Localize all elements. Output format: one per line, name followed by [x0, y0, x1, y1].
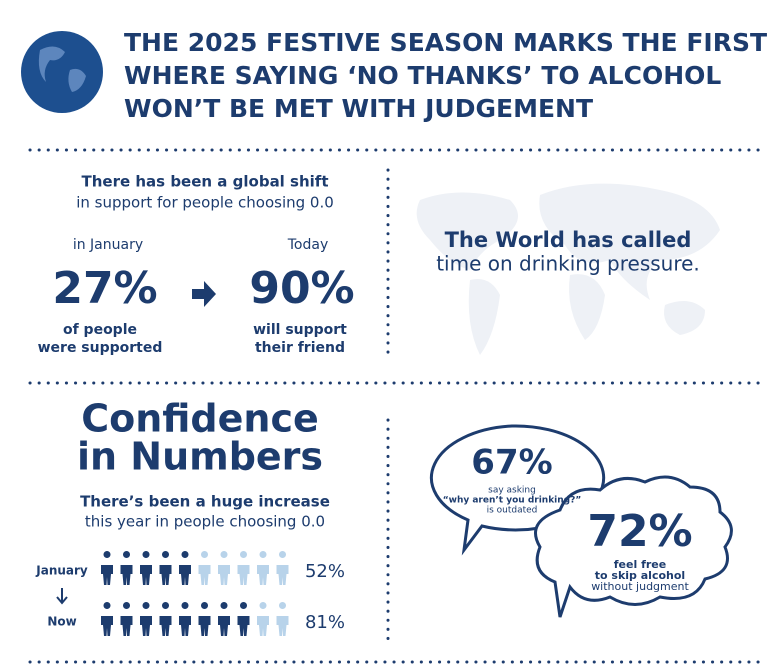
- arrow: [192, 281, 216, 307]
- bubble-text: feel free: [614, 558, 666, 571]
- person-icon: [140, 551, 152, 585]
- title: WHERE SAYING ‘NO THANKS’ TO ALCOHOL: [124, 61, 721, 90]
- title: THE 2025 FESTIVE SEASON MARKS THE FIRST: [124, 28, 767, 57]
- bubble-text: say asking: [488, 486, 536, 496]
- person-icon: [257, 602, 269, 636]
- bubble-text: is outdated: [487, 506, 538, 516]
- world-text: The World has called: [445, 228, 692, 252]
- heading: There has been a global shift: [81, 173, 328, 191]
- person-icon: [159, 602, 172, 636]
- caption: their friend: [255, 340, 345, 356]
- person-icon: [276, 550, 289, 585]
- label: in January: [73, 237, 143, 253]
- title: WON’T BE MET WITH JUDGEMENT: [124, 94, 593, 123]
- person-icon: [101, 551, 113, 585]
- people-icons: [101, 550, 289, 636]
- person-icon: [276, 602, 289, 636]
- section-title: Confidence: [81, 397, 319, 441]
- down-arrow: [56, 588, 68, 605]
- person-icon: [198, 551, 211, 585]
- person-icon: [218, 602, 230, 636]
- person-icon: [179, 551, 191, 585]
- caption: will support: [253, 322, 347, 338]
- person-icon: [218, 550, 230, 585]
- caption: were supported: [38, 340, 163, 356]
- person-icon: [257, 550, 269, 585]
- bubble-text: without judgment: [591, 580, 689, 593]
- person-icon: [237, 551, 250, 585]
- person-icon: [140, 602, 152, 636]
- world-map: [416, 183, 720, 355]
- bubble-text: “why aren’t you drinking?”: [443, 496, 582, 506]
- person-icon: [120, 551, 133, 585]
- row-label: Now: [47, 615, 76, 629]
- row-label: January: [35, 564, 88, 578]
- row-value: 52%: [305, 561, 345, 582]
- person-icon: [198, 602, 211, 636]
- world-text: time on drinking pressure.: [436, 252, 700, 276]
- bubble-stat: 67%: [471, 443, 552, 483]
- label: Today: [287, 237, 329, 253]
- person-icon: [159, 551, 172, 585]
- section-title: in Numbers: [77, 435, 323, 479]
- stat: 27%: [52, 263, 157, 314]
- heading: in support for people choosing 0.0: [76, 194, 334, 212]
- subtitle: There’s been a huge increase: [80, 493, 330, 511]
- stat: 90%: [249, 263, 354, 314]
- row-value: 81%: [305, 612, 345, 633]
- caption: of people: [63, 322, 137, 338]
- bubble-stat: 72%: [587, 506, 692, 557]
- person-icon: [179, 602, 191, 636]
- person-icon: [237, 602, 250, 636]
- bubble-text: to skip alcohol: [595, 569, 685, 582]
- globe: [21, 31, 103, 113]
- person-icon: [120, 602, 133, 636]
- subtitle: this year in people choosing 0.0: [85, 513, 325, 531]
- person-icon: [101, 602, 113, 636]
- thought-bubble: [534, 475, 733, 618]
